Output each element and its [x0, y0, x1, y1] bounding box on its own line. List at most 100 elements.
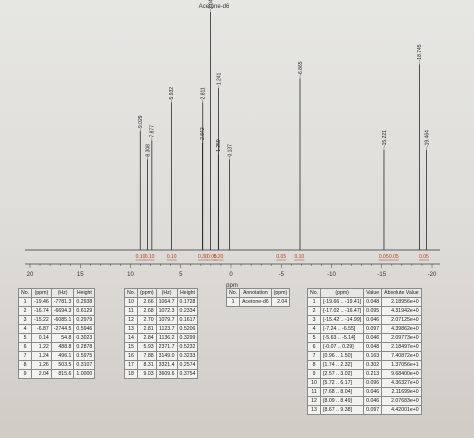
column-header: Absolute Value: [381, 288, 422, 298]
table-row: 11 [7.68 .. 8.04] 0.046 2.11699e+0: [306, 387, 422, 397]
table-cell: 0.163: [363, 351, 383, 361]
column-header: (ppm): [137, 288, 157, 298]
table-cell: 0.302: [363, 360, 383, 370]
peaks-table-a-body: 1 -19.46 -7781.3 0.2938 2 -16.74 -6694.3 0.6129…: [17, 297, 96, 379]
peak-label: 5.932: [169, 87, 175, 100]
integral-label: 0.05: [419, 254, 429, 260]
table-cell: 2.11699e+0: [381, 387, 422, 397]
table-row: 8 [1.74 .. 2.32] 0.302 1.37056e+1: [306, 360, 422, 370]
table-cell: 1: [17, 297, 33, 307]
table-cell: -7781.3: [50, 297, 75, 307]
chart-title: Acetone-d6: [199, 4, 230, 10]
table-cell: [-0.07 .. 0.29]: [320, 342, 365, 352]
table-cell: [7.68 .. 8.04]: [320, 387, 365, 397]
table-row: 9 2.04 815.6 1.0000: [17, 369, 96, 379]
table-row: 17 8.31 3321.4 0.2574: [123, 360, 199, 370]
nmr-spectrum-chart: Acetone-d6 9.029 8.308 7.877 5.932 2.842 2.81…: [25, 0, 440, 288]
table-row: 9 [2.57 .. 3.02] 0.213 9.68400e+0: [306, 369, 422, 379]
table-row: 10 [5.72 .. 6.17] 0.096 4.36327e+0: [306, 378, 422, 388]
table-cell: 1123.7: [155, 324, 178, 334]
table-row: 12 2.70 1079.7 0.1617: [123, 315, 199, 325]
integral-label: 0.10: [294, 254, 304, 260]
table-cell: 6: [17, 342, 33, 352]
table-row: 16 7.88 3149.0 0.3233: [123, 351, 199, 361]
table-row: 2 -16.74 -6694.3 0.6129: [17, 306, 96, 316]
table-cell: -6085.1: [50, 315, 75, 325]
table-cell: 2.70: [137, 315, 157, 325]
table-cell: -6694.3: [50, 306, 75, 316]
table-cell: 0.2334: [176, 306, 199, 316]
x-tick-label: -10: [327, 272, 336, 278]
table-cell: 3: [306, 315, 322, 325]
column-header: Height: [176, 288, 199, 298]
table-cell: 3321.4: [155, 360, 178, 370]
table-cell: 0.046: [363, 315, 383, 325]
peak-labels: 9.029 8.308 7.877 5.932 2.842 2.811 2.040 1.259…: [138, 0, 430, 160]
table-cell: 496.1: [50, 351, 75, 361]
table-cell: [8.67 .. 9.38]: [320, 405, 365, 415]
table-cell: 9.03: [137, 369, 157, 379]
x-tick-label: -15: [377, 272, 386, 278]
table-cell: 2371.7: [155, 342, 178, 352]
x-tick-label: 15: [77, 272, 84, 278]
table-cell: 7.40872e+0: [381, 351, 422, 361]
peak-label: 7.877: [150, 125, 156, 138]
table-cell: [0.96 .. 1.50]: [320, 351, 365, 361]
table-cell: 0.096: [363, 378, 383, 388]
peak-label: -15.221: [382, 130, 388, 147]
table-cell: 14: [123, 333, 139, 343]
table-row: 7 [0.96 .. 1.50] 0.163 7.40872e+0: [306, 351, 422, 361]
table-cell: 815.6: [50, 369, 75, 379]
table-cell: 18: [123, 369, 139, 379]
peak-label: -19.464: [424, 130, 430, 147]
table-cell: 0.095: [363, 306, 383, 316]
table-row: 3 [-15.42 .. -14.99] 0.046 2.07125e+0: [306, 315, 422, 325]
table-cell: 0.048: [363, 297, 383, 307]
x-tick-label: 10: [127, 272, 134, 278]
table-cell: 12: [123, 315, 139, 325]
table-cell: -6.87: [31, 324, 52, 334]
table-cell: 0.048: [363, 342, 383, 352]
table-cell: 1.22: [31, 342, 52, 352]
peaks-table-a: No. (ppm) (Hz) Height 1 -19.46 -7781.3 0.29…: [17, 288, 96, 379]
table-cell: 1.26: [31, 360, 52, 370]
table-cell: 1079.7: [155, 315, 178, 325]
table-cell: [-15.42 .. -14.99]: [320, 315, 365, 325]
integral-label: 0.10: [145, 254, 155, 260]
table-cell: 0.046: [363, 396, 383, 406]
table-cell: 2.81: [137, 324, 157, 334]
table-cell: 54.8: [50, 333, 75, 343]
table-cell: 0.5946: [73, 324, 96, 334]
integral-label: 0.05: [207, 254, 217, 260]
table-cell: 9.68400e+0: [381, 369, 422, 379]
table-cell: 4.39862e+0: [381, 324, 422, 334]
table-cell: 0.3233: [176, 351, 199, 361]
table-cell: 2.66: [137, 297, 157, 307]
integral-label: 0.10: [167, 254, 177, 260]
table-row: 1 Acetone-d6 2.04: [225, 297, 291, 307]
table-cell: 1.37056e+1: [381, 360, 422, 370]
table-row: 6 [-0.07 .. 0.29] 0.048 2.18497e+0: [306, 342, 422, 352]
column-header: No.: [225, 288, 241, 298]
peaks-table-b: No. (ppm) (Hz) Height 10 2.66 1064.7 0.1728…: [123, 288, 199, 379]
x-tick-label: -5: [279, 272, 285, 278]
peak-label: 1.241: [216, 72, 222, 85]
table-cell: 16: [123, 351, 139, 361]
integral-label: 0.10: [136, 254, 146, 260]
table-cell: -16.74: [31, 306, 52, 316]
table-cell: [1.74 .. 2.32]: [320, 360, 365, 370]
table-cell: 4.31942e+0: [381, 306, 422, 316]
column-header: No.: [123, 288, 139, 298]
table-cell: [-7.24 .. -6.55]: [320, 324, 365, 334]
table-cell: 1.0000: [73, 369, 96, 379]
table-cell: 0.097: [363, 405, 383, 415]
table-cell: 2.09773e+0: [381, 333, 422, 343]
table-cell: [8.09 .. 8.49]: [320, 396, 365, 406]
integrals-table: No. (ppm) Value Absolute Value 1 [-19.66 …: [306, 288, 422, 415]
column-header: No.: [17, 288, 33, 298]
x-tick-label: 0: [229, 272, 233, 278]
table-cell: 10: [306, 378, 322, 388]
table-cell: 2.04: [270, 297, 291, 307]
integral-label: 0.05: [389, 254, 399, 260]
table-cell: 1.24: [31, 351, 52, 361]
